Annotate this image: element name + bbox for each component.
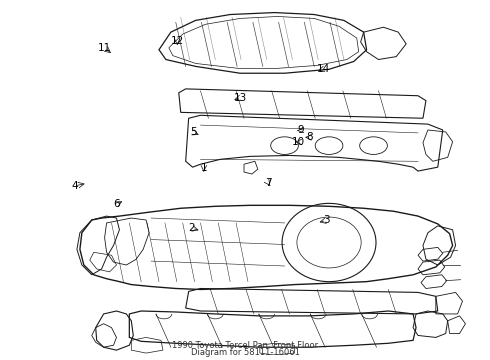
Text: 1: 1	[200, 163, 207, 173]
Text: 13: 13	[234, 93, 247, 103]
Text: 4: 4	[71, 181, 78, 191]
Text: 14: 14	[317, 64, 330, 74]
Text: 12: 12	[171, 36, 184, 46]
Text: 7: 7	[265, 178, 271, 188]
Text: 9: 9	[297, 125, 304, 135]
Text: 5: 5	[190, 127, 196, 138]
Text: Diagram for 58111-16061: Diagram for 58111-16061	[191, 348, 299, 357]
Text: 11: 11	[98, 43, 111, 53]
Text: 2: 2	[188, 223, 195, 233]
Text: 10: 10	[292, 137, 305, 147]
Text: 8: 8	[307, 132, 313, 142]
Text: 3: 3	[323, 216, 330, 225]
Text: 6: 6	[113, 199, 120, 209]
Text: 1990 Toyota Tercel Pan, Front Floor: 1990 Toyota Tercel Pan, Front Floor	[172, 341, 318, 350]
